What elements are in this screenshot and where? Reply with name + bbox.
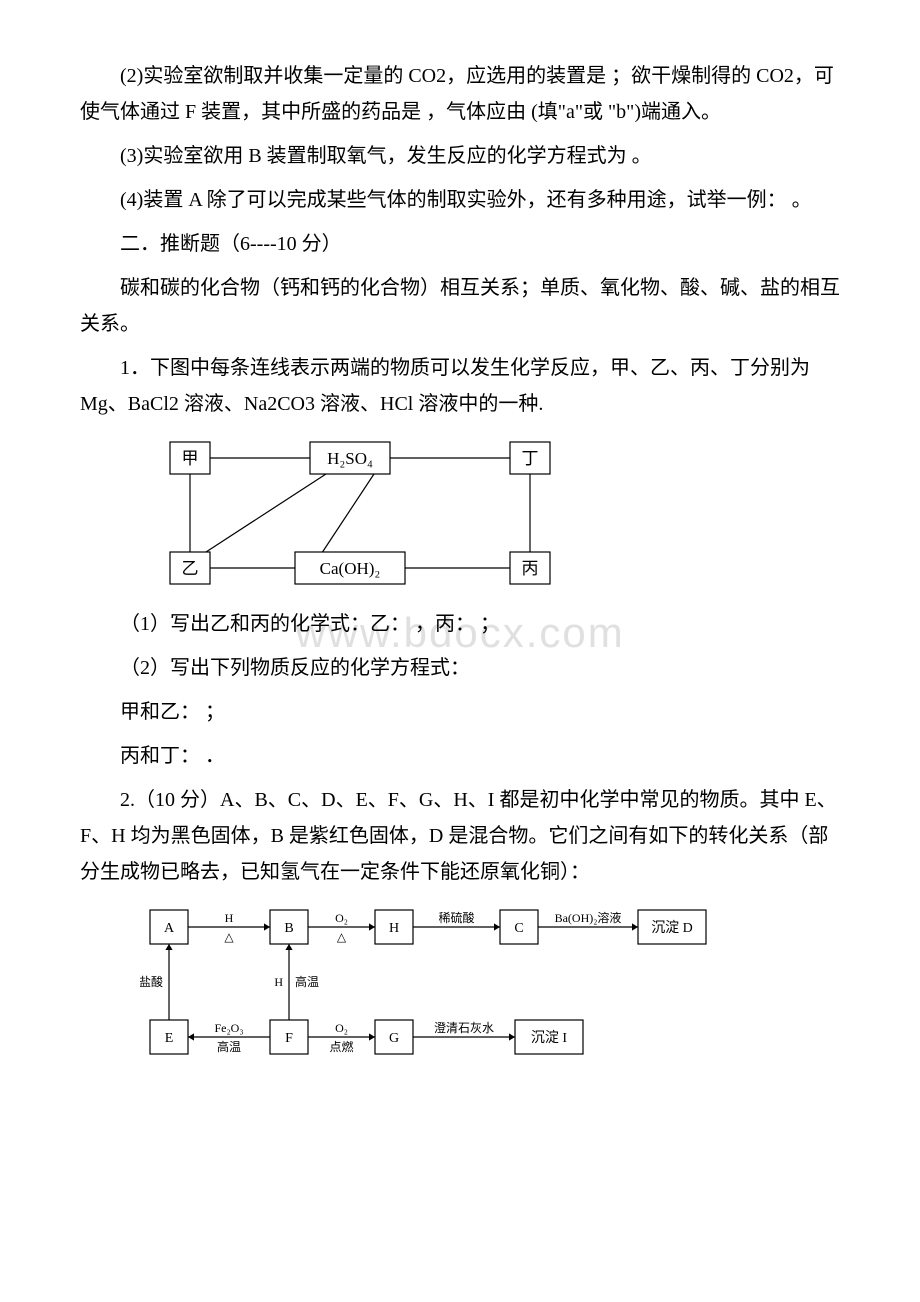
para-q4: (4)装置 A 除了可以完成某些气体的制取实验外，还有多种用途，试举一例： 。 xyxy=(80,182,840,218)
svg-text:丁: 丁 xyxy=(522,449,539,468)
para-bingding: 丙和丁： ． xyxy=(80,738,840,774)
svg-text:△: △ xyxy=(337,930,347,944)
para-intro: 碳和碳的化合物（钙和钙的化合物）相互关系；单质、氧化物、酸、碱、盐的相互关系。 xyxy=(80,270,840,342)
svg-text:Ca(OH)₂: Ca(OH)₂ xyxy=(320,559,381,578)
diagram-1-svg: 甲 H₂SO₄ 丁乙 Ca(OH)₂ 丙 xyxy=(140,434,580,594)
para-q1-2: （2）写出下列物质反应的化学方程式： xyxy=(80,650,840,686)
svg-text:F: F xyxy=(285,1031,293,1046)
svg-text:沉淀 I: 沉淀 I xyxy=(531,1030,567,1046)
diagram-2: A B H C 沉淀 D E F G 沉淀 I H △ O₂ △ 稀硫酸 Ba(OH)₂溶液盐酸 H 高温 Fe₂… xyxy=(140,902,840,1067)
para-q2-stem: 2.（10 分）A、B、C、D、E、F、G、H、I 都是初中化学中常见的物质。其… xyxy=(80,782,840,890)
svg-text:乙: 乙 xyxy=(182,559,199,578)
svg-text:H: H xyxy=(225,911,234,925)
para-q2: (2)实验室欲制取并收集一定量的 CO2，应选用的装置是 ；欲干燥制得的 CO2… xyxy=(80,58,840,130)
svg-text:高温: 高温 xyxy=(217,1039,241,1054)
svg-text:O₂: O₂ xyxy=(335,911,348,925)
para-q1-1: （1）写出乙和丙的化学式：乙： ，丙： ； xyxy=(80,606,840,642)
diagram-1: 甲 H₂SO₄ 丁乙 Ca(OH)₂ 丙 xyxy=(140,434,840,594)
svg-text:H: H xyxy=(389,921,399,936)
svg-text:甲: 甲 xyxy=(182,449,199,468)
svg-text:O₂: O₂ xyxy=(335,1021,348,1035)
para-q3: (3)实验室欲用 B 装置制取氧气，发生反应的化学方程式为 。 xyxy=(80,138,840,174)
svg-text:C: C xyxy=(514,921,523,936)
para-jiayi: 甲和乙： ； xyxy=(80,694,840,730)
para-q1-stem: 1．下图中每条连线表示两端的物质可以发生化学反应，甲、乙、丙、丁分别为 Mg、B… xyxy=(80,350,840,422)
svg-text:E: E xyxy=(165,1031,174,1046)
document-content: (2)实验室欲制取并收集一定量的 CO2，应选用的装置是 ；欲干燥制得的 CO2… xyxy=(80,58,840,1067)
svg-text:△: △ xyxy=(224,930,234,944)
svg-text:Ba(OH)₂溶液: Ba(OH)₂溶液 xyxy=(555,910,622,925)
svg-text:沉淀 D: 沉淀 D xyxy=(651,920,693,936)
svg-text:A: A xyxy=(164,921,175,936)
svg-text:Fe₂O₃: Fe₂O₃ xyxy=(214,1021,243,1035)
svg-text:点燃: 点燃 xyxy=(329,1039,353,1054)
section-heading-2: 二．推断题（6----10 分） xyxy=(80,226,840,262)
svg-text:稀硫酸: 稀硫酸 xyxy=(438,910,474,925)
svg-text:G: G xyxy=(389,1031,399,1046)
diagram-2-svg: A B H C 沉淀 D E F G 沉淀 I H △ O₂ △ 稀硫酸 Ba(OH)₂溶液盐酸 H 高温 Fe₂… xyxy=(140,902,720,1067)
svg-text:盐酸: 盐酸 xyxy=(140,974,163,989)
svg-text:澄清石灰水: 澄清石灰水 xyxy=(434,1020,494,1035)
svg-text:高温: 高温 xyxy=(295,974,319,989)
svg-text:H: H xyxy=(274,975,283,989)
svg-text:丙: 丙 xyxy=(522,559,539,578)
svg-text:B: B xyxy=(284,921,293,936)
svg-text:H₂SO₄: H₂SO₄ xyxy=(327,449,373,468)
